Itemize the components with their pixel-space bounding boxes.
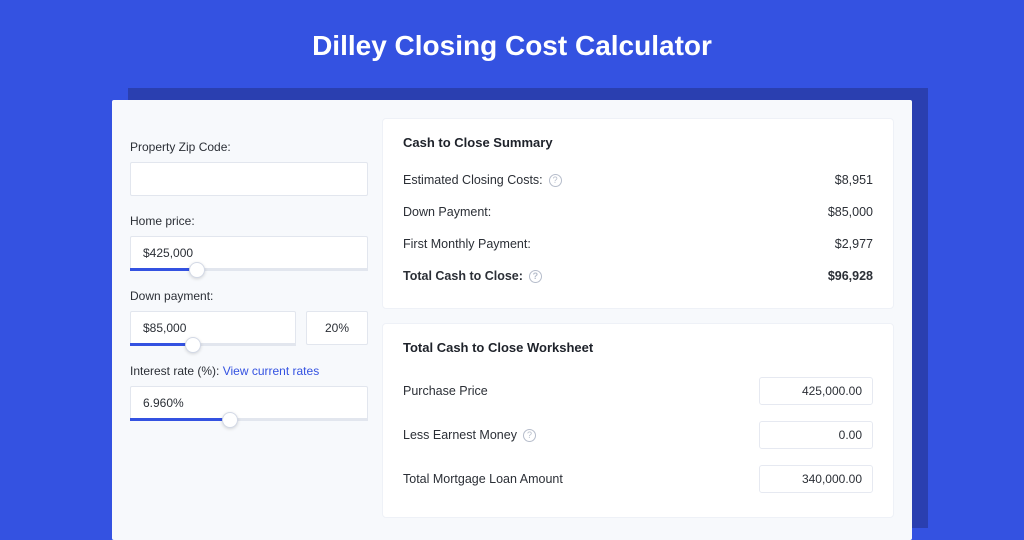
summary-row-label: Total Cash to Close:? <box>403 269 542 283</box>
summary-row: Down Payment: $85,000 <box>403 196 873 228</box>
summary-row-value: $85,000 <box>828 205 873 219</box>
help-icon[interactable]: ? <box>549 174 562 187</box>
summary-row-label: Estimated Closing Costs:? <box>403 173 562 187</box>
inputs-column: Property Zip Code: Home price: Down paym… <box>130 118 368 540</box>
worksheet-row-label: Purchase Price <box>403 384 488 398</box>
interest-input[interactable] <box>130 386 368 420</box>
worksheet-row-label-text: Less Earnest Money <box>403 428 517 442</box>
down-payment-input[interactable] <box>130 311 296 345</box>
home-price-input[interactable] <box>130 236 368 270</box>
worksheet-title: Total Cash to Close Worksheet <box>403 340 873 355</box>
help-icon[interactable]: ? <box>529 270 542 283</box>
worksheet-row-label: Total Mortgage Loan Amount <box>403 472 563 486</box>
down-payment-fill <box>130 343 193 346</box>
interest-fill <box>130 418 230 421</box>
summary-row-value: $8,951 <box>835 173 873 187</box>
interest-slider[interactable] <box>130 386 368 421</box>
summary-row-label: First Monthly Payment: <box>403 237 531 251</box>
worksheet-rows: Purchase Price Less Earnest Money? Total M… <box>403 369 873 501</box>
worksheet-row-input[interactable] <box>759 377 873 405</box>
interest-thumb[interactable] <box>222 412 238 428</box>
help-icon[interactable]: ? <box>523 429 536 442</box>
summary-row-value: $96,928 <box>828 269 873 283</box>
worksheet-row: Less Earnest Money? <box>403 413 873 457</box>
worksheet-row-input[interactable] <box>759 465 873 493</box>
summary-row-value: $2,977 <box>835 237 873 251</box>
summary-row-label-text: Total Cash to Close: <box>403 269 523 283</box>
down-payment-track <box>130 343 296 346</box>
down-payment-thumb[interactable] <box>185 337 201 353</box>
results-column: Cash to Close Summary Estimated Closing … <box>382 118 894 540</box>
view-rates-link[interactable]: View current rates <box>223 364 320 378</box>
worksheet-row: Purchase Price <box>403 369 873 413</box>
interest-track <box>130 418 368 421</box>
interest-label: Interest rate (%): View current rates <box>130 364 368 378</box>
home-price-thumb[interactable] <box>189 262 205 278</box>
calculator-card: Property Zip Code: Home price: Down paym… <box>112 100 912 540</box>
zip-field: Property Zip Code: <box>130 140 368 196</box>
home-price-slider[interactable] <box>130 236 368 271</box>
down-payment-field: Down payment: 20% <box>130 289 368 346</box>
summary-row-label-text: First Monthly Payment: <box>403 237 531 251</box>
zip-input[interactable] <box>130 162 368 196</box>
interest-field: Interest rate (%): View current rates <box>130 364 368 421</box>
summary-row: Estimated Closing Costs:? $8,951 <box>403 164 873 196</box>
worksheet-row: Total Mortgage Loan Amount <box>403 457 873 501</box>
down-payment-pct[interactable]: 20% <box>306 311 368 345</box>
worksheet-row-input[interactable] <box>759 421 873 449</box>
home-price-fill <box>130 268 197 271</box>
down-payment-label: Down payment: <box>130 289 368 303</box>
summary-row: Total Cash to Close:? $96,928 <box>403 260 873 292</box>
summary-row-label-text: Estimated Closing Costs: <box>403 173 543 187</box>
home-price-field: Home price: <box>130 214 368 271</box>
worksheet-row-label: Less Earnest Money? <box>403 428 536 442</box>
summary-row-label-text: Down Payment: <box>403 205 491 219</box>
home-price-track <box>130 268 368 271</box>
home-price-label: Home price: <box>130 214 368 228</box>
worksheet-panel: Total Cash to Close Worksheet Purchase P… <box>382 323 894 518</box>
summary-panel: Cash to Close Summary Estimated Closing … <box>382 118 894 309</box>
down-payment-slider[interactable] <box>130 311 296 346</box>
worksheet-row-label-text: Purchase Price <box>403 384 488 398</box>
summary-title: Cash to Close Summary <box>403 135 873 150</box>
summary-row-label: Down Payment: <box>403 205 491 219</box>
summary-row: First Monthly Payment: $2,977 <box>403 228 873 260</box>
page-title: Dilley Closing Cost Calculator <box>0 0 1024 86</box>
worksheet-row-label-text: Total Mortgage Loan Amount <box>403 472 563 486</box>
summary-rows: Estimated Closing Costs:? $8,951 Down Paym… <box>403 164 873 292</box>
interest-label-text: Interest rate (%): <box>130 364 223 378</box>
zip-label: Property Zip Code: <box>130 140 368 154</box>
